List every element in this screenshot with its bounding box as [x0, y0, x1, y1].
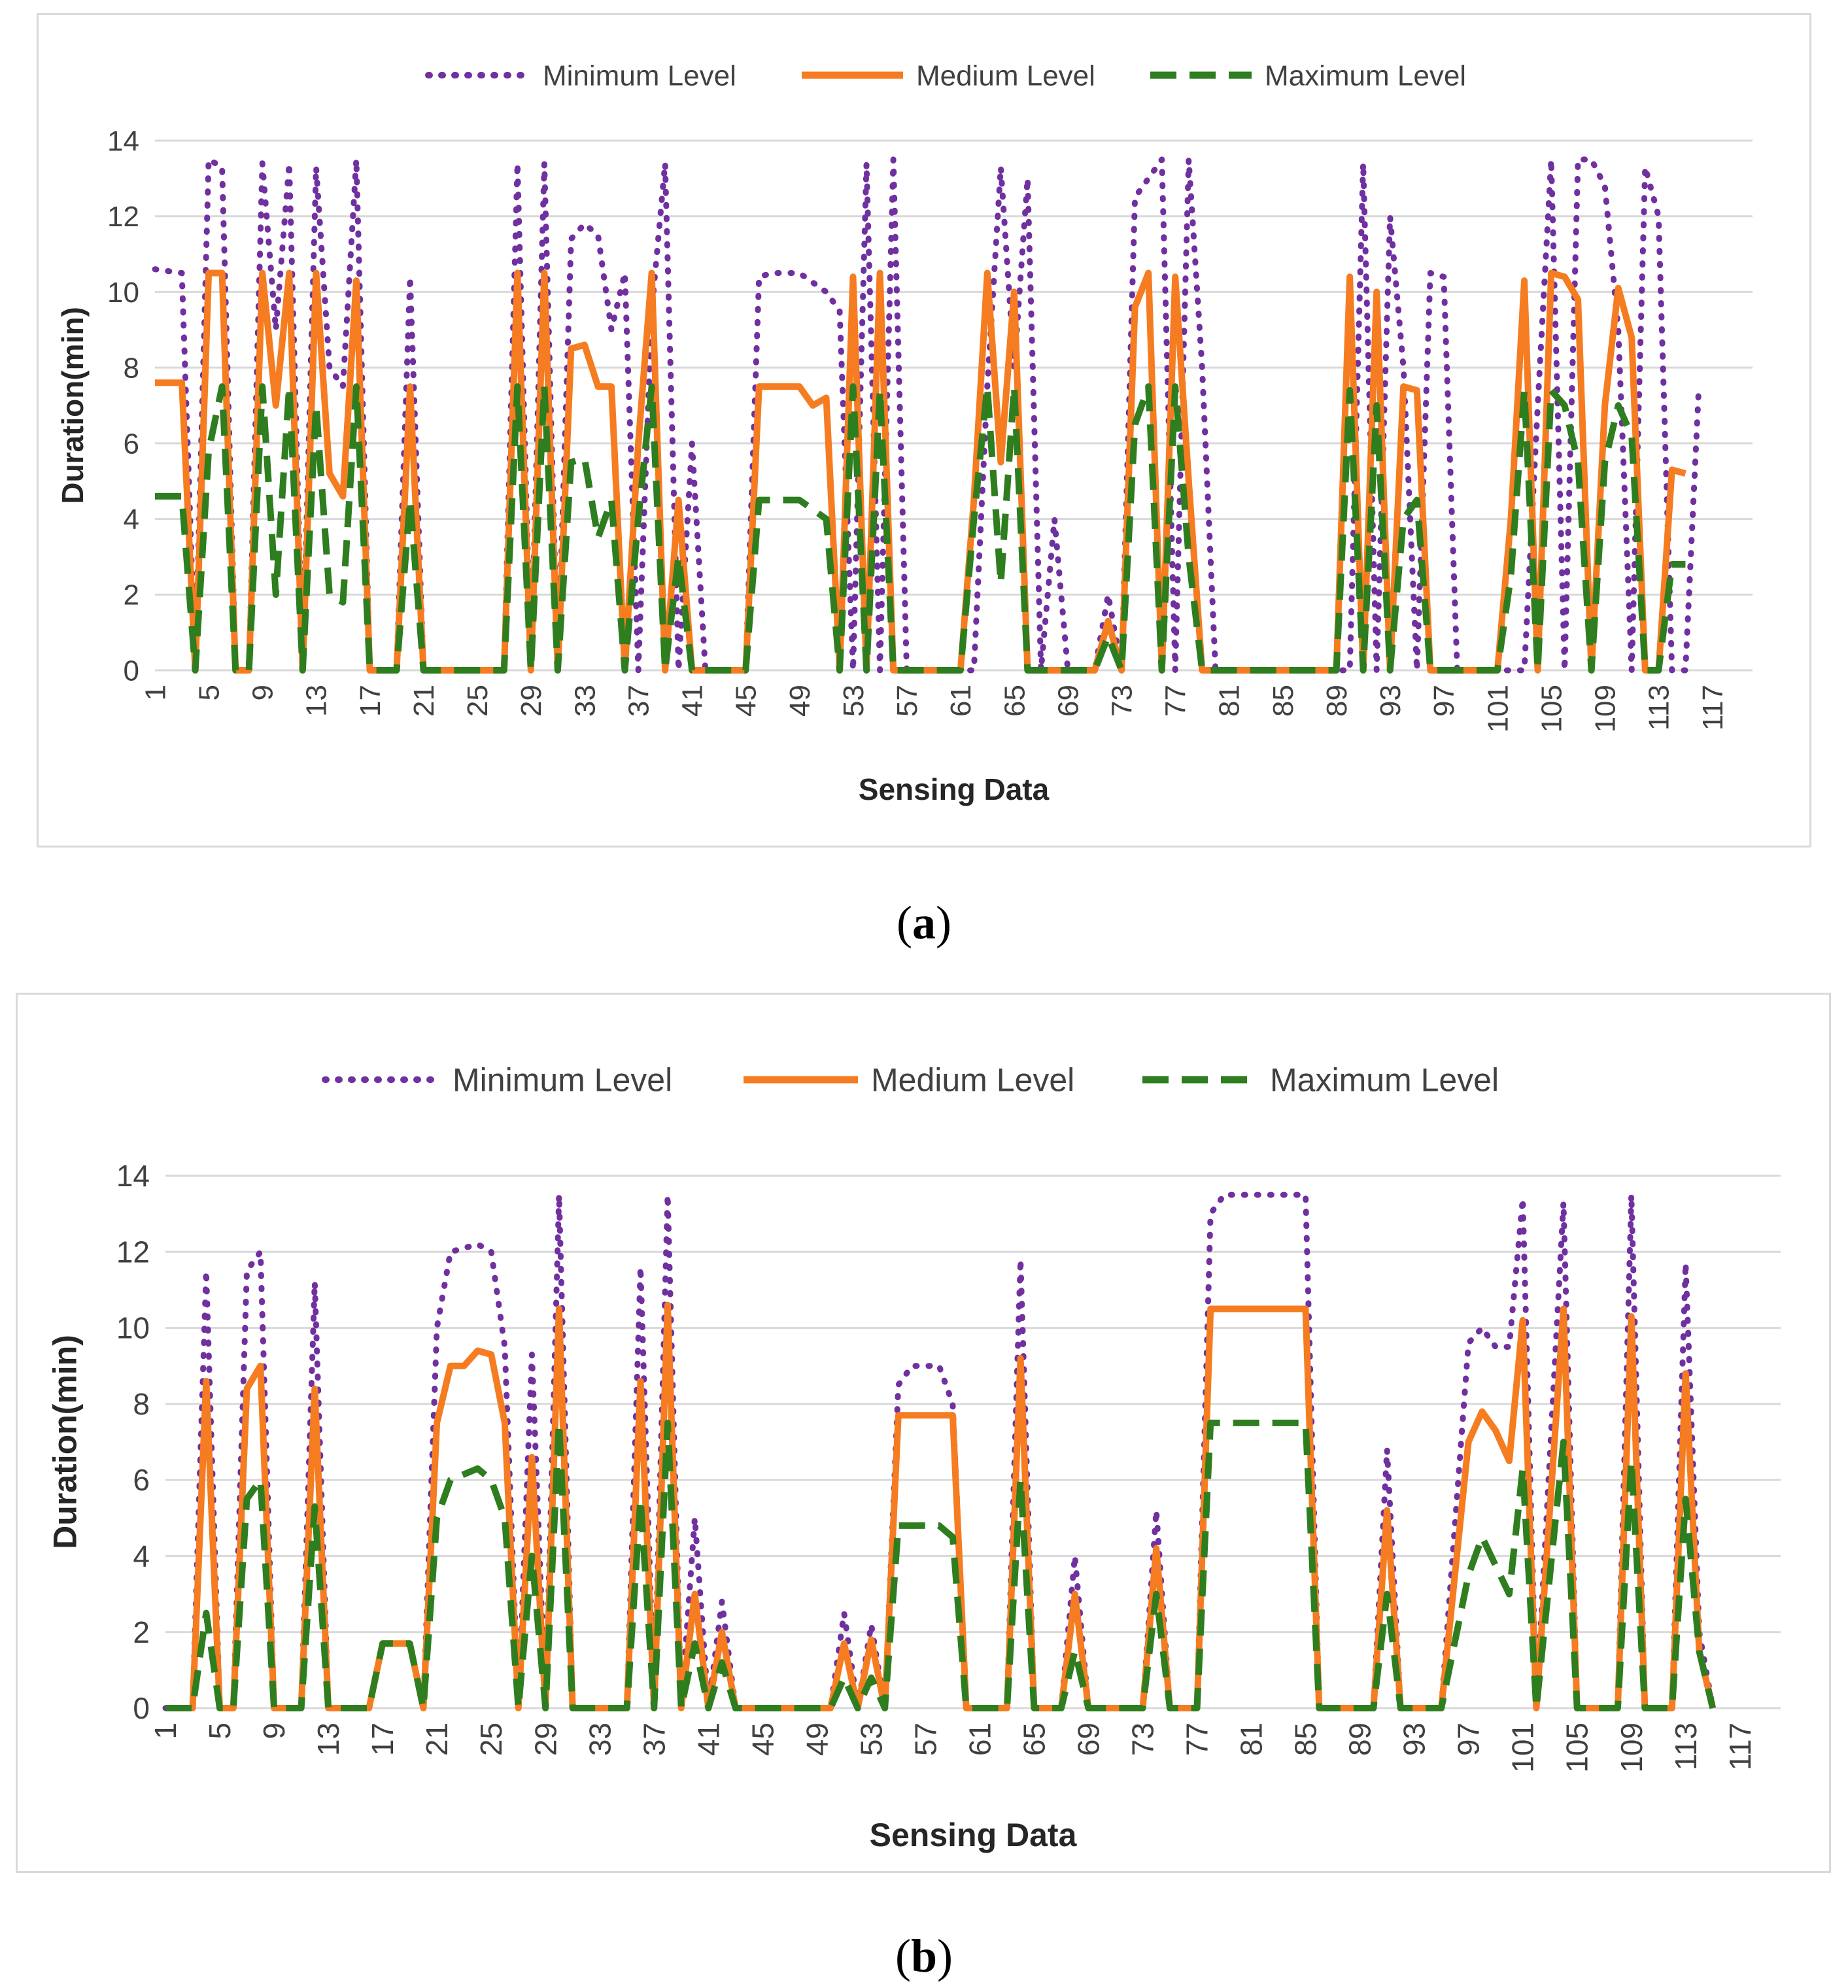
x-tick-label: 77: [1180, 1722, 1214, 1756]
y-tick-label: 4: [124, 504, 139, 536]
x-tick-label: 65: [1018, 1722, 1052, 1756]
series-line-medium-level: [155, 273, 1685, 671]
x-tick-label: 29: [515, 685, 547, 717]
x-tick-label: 57: [891, 685, 923, 717]
caption-a: (a): [859, 896, 989, 950]
y-tick-label: 0: [133, 1691, 150, 1725]
x-tick-label: 109: [1615, 1722, 1649, 1773]
x-tick-label: 61: [963, 1722, 997, 1756]
x-tick-label: 97: [1452, 1722, 1486, 1756]
x-tick-label: 41: [691, 1722, 725, 1756]
x-tick-label: 53: [854, 1722, 888, 1756]
x-tick-label: 13: [301, 685, 333, 717]
x-axis-title: Sensing Data: [870, 1817, 1078, 1853]
x-tick-label: 97: [1428, 685, 1460, 717]
x-tick-label: 85: [1267, 685, 1299, 717]
x-tick-label: 17: [354, 685, 386, 717]
x-tick-label: 109: [1590, 685, 1622, 732]
y-tick-label: 12: [116, 1235, 150, 1269]
x-tick-label: 49: [800, 1722, 834, 1756]
x-tick-label: 41: [677, 685, 709, 717]
x-tick-label: 1: [148, 1722, 182, 1740]
legend-label: Maximum Level: [1270, 1062, 1499, 1099]
x-tick-label: 25: [462, 685, 494, 717]
y-tick-label: 2: [133, 1615, 150, 1649]
y-tick-label: 0: [124, 655, 139, 687]
x-tick-label: 37: [637, 1722, 671, 1756]
chart-a: 0 2 4 6 8 10 12 14 1 5 9 13 17 21 25 29 33 37 41 45 49 53 57 61…: [39, 15, 1813, 849]
x-tick-label: 37: [623, 685, 655, 717]
legend-label: Maximum Level: [1265, 60, 1466, 92]
x-tick-label: 105: [1560, 1722, 1594, 1773]
y-tick-label: 8: [133, 1387, 150, 1421]
legend-label: Medium Level: [916, 60, 1095, 92]
legend-label: Minimum Level: [543, 60, 736, 92]
x-axis-title: Sensing Data: [859, 772, 1050, 806]
x-tick-label: 25: [474, 1722, 508, 1756]
x-tick-label: 77: [1160, 685, 1192, 717]
chart-panel-b: 0 2 4 6 8 10 12 14 1 5 9 13 17 21 25 29 33 37 41 45 49 53 57 61…: [16, 993, 1831, 1873]
x-tick-label: 17: [366, 1722, 400, 1756]
x-tick-label: 9: [247, 685, 279, 700]
legend-label: Minimum Level: [453, 1062, 672, 1099]
x-tick-label: 65: [999, 685, 1031, 717]
y-tick-label: 6: [124, 428, 139, 460]
x-tick-label: 21: [420, 1722, 454, 1756]
x-tick-label: 49: [784, 685, 816, 717]
y-tick-label: 4: [133, 1539, 150, 1573]
x-tick-label: 69: [1052, 685, 1084, 717]
x-tick-label: 45: [745, 1722, 779, 1756]
x-tick-label: 81: [1235, 1722, 1269, 1756]
x-tick-label: 29: [528, 1722, 562, 1756]
x-tick-label: 61: [945, 685, 977, 717]
x-tick-label: 9: [257, 1722, 291, 1740]
series-line-maximum-level: [165, 1423, 1713, 1708]
x-tick-label: 113: [1669, 1722, 1703, 1770]
x-tick-label: 69: [1072, 1722, 1106, 1756]
x-tick-label: 117: [1723, 1722, 1757, 1770]
y-tick-label: 10: [116, 1311, 150, 1345]
x-tick-label: 73: [1126, 1722, 1160, 1756]
y-axis-title: Duration(min): [56, 307, 90, 504]
x-tick-label: 105: [1535, 685, 1567, 732]
y-tick-label: 14: [116, 1159, 150, 1193]
x-tick-label: 89: [1343, 1722, 1377, 1756]
y-tick-label: 8: [124, 352, 139, 385]
x-tick-label: 5: [194, 685, 226, 700]
caption-b: (b): [859, 1929, 989, 1983]
legend-label: Medium Level: [871, 1062, 1074, 1099]
y-tick-label: 10: [107, 277, 139, 309]
x-tick-label: 93: [1375, 685, 1407, 717]
y-axis-title: Duration(min): [47, 1335, 84, 1549]
x-tick-label: 73: [1106, 685, 1138, 717]
chart-panel-a: 0 2 4 6 8 10 12 14 1 5 9 13 17 21 25 29 33 37 41 45 49 53 57 61…: [37, 13, 1811, 848]
y-tick-label: 14: [107, 125, 139, 157]
x-tick-label: 117: [1697, 685, 1729, 730]
y-tick-label: 12: [107, 201, 139, 233]
x-tick-label: 33: [583, 1722, 617, 1756]
chart-b: 0 2 4 6 8 10 12 14 1 5 9 13 17 21 25 29 33 37 41 45 49 53 57 61…: [18, 995, 1833, 1875]
x-tick-label: 45: [730, 685, 762, 717]
x-tick-label: 113: [1643, 685, 1675, 730]
x-tick-label: 33: [569, 685, 601, 717]
x-tick-label: 93: [1397, 1722, 1431, 1756]
x-tick-label: 89: [1321, 685, 1353, 717]
y-tick-label: 6: [133, 1463, 150, 1497]
y-tick-label: 2: [124, 579, 139, 611]
x-tick-label: 81: [1214, 685, 1246, 717]
x-tick-label: 101: [1506, 1722, 1540, 1773]
x-tick-label: 1: [139, 685, 171, 700]
x-tick-label: 13: [311, 1722, 345, 1756]
x-tick-label: 101: [1482, 685, 1514, 732]
x-tick-label: 53: [838, 685, 870, 717]
x-tick-label: 21: [408, 685, 440, 717]
x-tick-label: 85: [1289, 1722, 1323, 1756]
x-tick-label: 57: [908, 1722, 942, 1756]
x-tick-label: 5: [203, 1722, 237, 1740]
